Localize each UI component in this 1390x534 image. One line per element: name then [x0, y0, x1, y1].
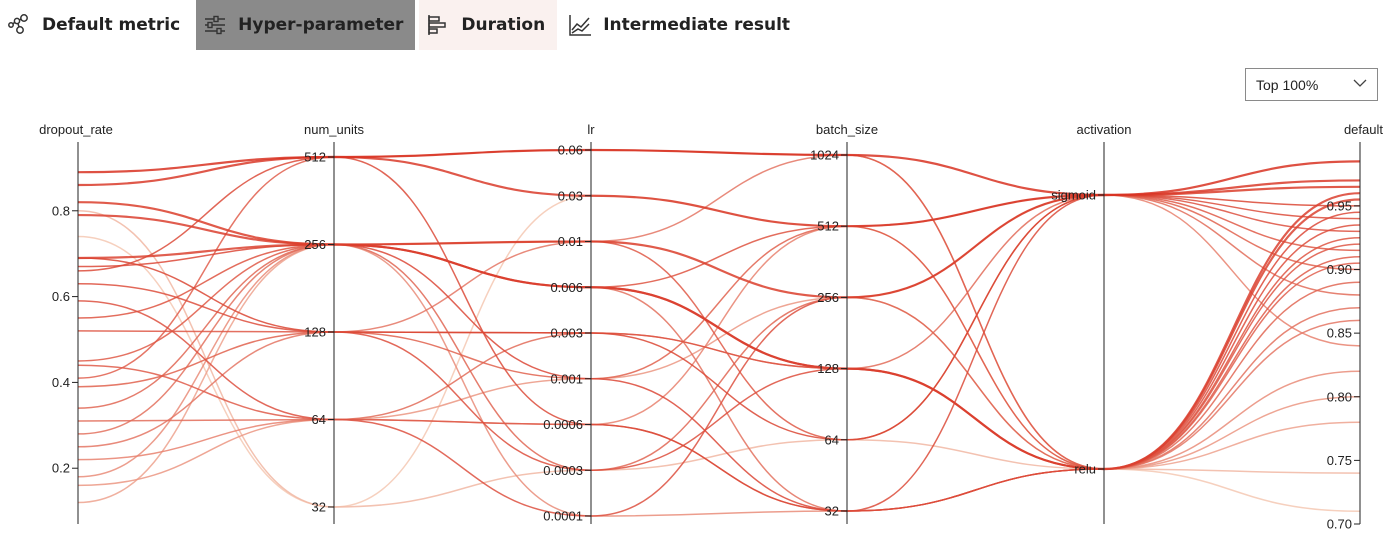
tick-label: relu — [1074, 462, 1096, 477]
plot-axes: dropout_rate 0.8 0.6 0.4 0.2 num_units 512 256 1… — [39, 122, 1383, 532]
tick-label: 0.75 — [1327, 453, 1352, 468]
trial-line[interactable] — [77, 194, 1361, 441]
trial-line[interactable] — [77, 148, 1361, 197]
tick-label: 32 — [312, 500, 326, 515]
tab-hyper-parameter[interactable]: Hyper-parameter — [196, 0, 416, 50]
view-tabs: Default metric Hyper-parameter Duration — [0, 0, 802, 50]
trial-line[interactable] — [77, 243, 1361, 472]
axis-title: lr — [587, 122, 595, 137]
tab-intermediate-result-label: Intermediate result — [603, 15, 791, 35]
trial-line[interactable] — [77, 225, 1361, 470]
trial-line[interactable] — [77, 210, 1361, 508]
top-percent-value: Top 100% — [1256, 76, 1319, 93]
parallel-coordinates-plot: dropout_rate 0.8 0.6 0.4 0.2 num_units 512 256 1… — [39, 122, 1383, 532]
tick-label: 64 — [825, 432, 839, 447]
tick-label: 0.001 — [550, 371, 583, 386]
tick-label: 0.8 — [52, 203, 70, 218]
tick-label: 0.0001 — [543, 509, 583, 524]
trial-line[interactable] — [77, 194, 1361, 388]
tick-label: sigmoid — [1051, 188, 1096, 203]
tick-label: 1024 — [810, 148, 839, 163]
tick-label: 0.85 — [1327, 326, 1352, 341]
tab-intermediate-result[interactable]: Intermediate result — [561, 0, 802, 50]
trial-line[interactable] — [77, 194, 1361, 441]
tick-label: 0.006 — [550, 280, 583, 295]
trial-lines — [77, 148, 1361, 517]
tick-label: 0.6 — [52, 289, 70, 304]
tick-label: 0.01 — [558, 234, 583, 249]
trial-line[interactable] — [77, 243, 1361, 512]
tick-label: 512 — [817, 219, 839, 234]
trial-line[interactable] — [77, 243, 1361, 470]
tick-label: 0.4 — [52, 375, 70, 390]
tick-label: 0.95 — [1327, 198, 1352, 213]
tick-label: 0.80 — [1327, 389, 1352, 404]
tick-label: 128 — [304, 325, 326, 340]
tab-default-metric-label: Default metric — [42, 15, 181, 35]
chevron-down-icon — [1353, 76, 1367, 93]
bar-duration-icon — [425, 12, 451, 38]
tick-label: 0.70 — [1327, 517, 1352, 532]
tick-label: 64 — [312, 412, 326, 427]
trial-line[interactable] — [77, 243, 1361, 504]
tick-label: 256 — [817, 290, 839, 305]
trial-line[interactable] — [77, 243, 1361, 517]
tick-label: 0.003 — [550, 326, 583, 341]
tab-duration-label: Duration — [461, 15, 546, 35]
metric-nodes-icon — [6, 12, 32, 38]
tick-label: 128 — [817, 361, 839, 376]
tick-label: 512 — [304, 150, 326, 165]
tick-label: 0.03 — [558, 188, 583, 203]
tab-hyper-parameter-label: Hyper-parameter — [238, 15, 404, 35]
tick-label: 0.2 — [52, 461, 70, 476]
tab-default-metric[interactable]: Default metric — [0, 0, 192, 50]
tick-label: 0.90 — [1327, 262, 1352, 277]
axis-title: batch_size — [816, 122, 878, 137]
tab-duration[interactable]: Duration — [419, 0, 558, 50]
axis-title: activation — [1077, 122, 1132, 137]
line-chart-icon — [567, 12, 593, 38]
axis-title: dropout_rate — [39, 122, 113, 137]
sliders-icon — [202, 12, 228, 38]
tick-label: 256 — [304, 237, 326, 252]
tick-label: 0.0006 — [543, 417, 583, 432]
top-percent-select[interactable]: Top 100% — [1245, 68, 1378, 101]
axis-title: num_units — [304, 122, 364, 137]
tick-label: 0.0003 — [543, 463, 583, 478]
tick-label: 0.06 — [558, 143, 583, 158]
axis-title: default — [1344, 122, 1383, 137]
tick-label: 32 — [825, 504, 839, 519]
